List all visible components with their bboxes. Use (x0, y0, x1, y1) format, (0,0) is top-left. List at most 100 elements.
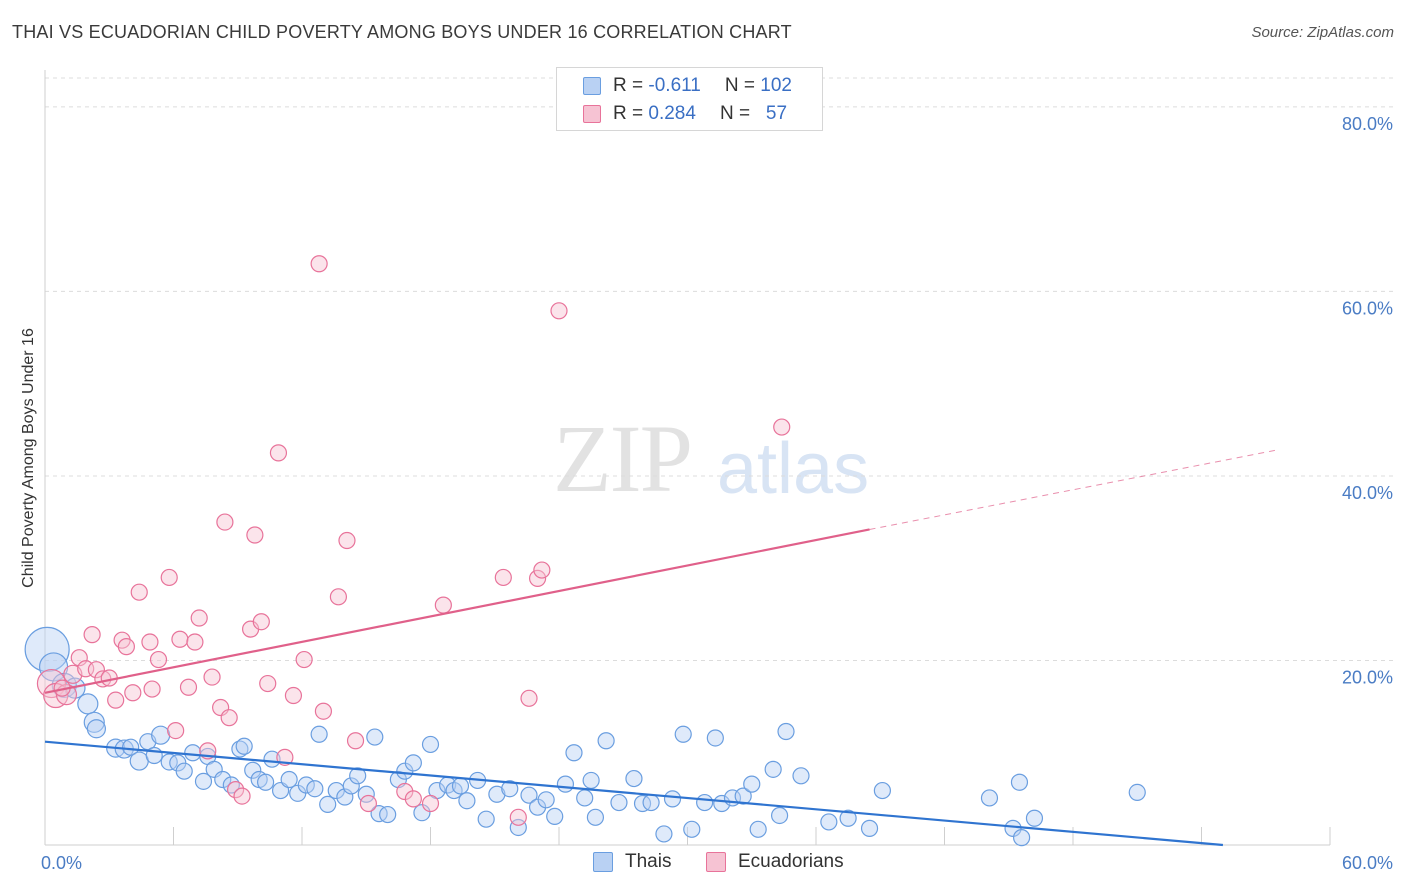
thai-point (1025, 809, 1044, 827)
ecuadorian-point (284, 686, 303, 705)
thai-point (655, 825, 673, 843)
ecuadorian-point (528, 569, 547, 587)
ecuadorian-point (550, 302, 568, 320)
ecuadorian-point (421, 794, 440, 813)
legend-r-value: 0.284 (648, 103, 696, 124)
ecuadorian-point (190, 609, 208, 627)
thai-point (546, 807, 564, 825)
thai-trend-line (44, 740, 1224, 847)
ecuadorian-point (130, 583, 148, 601)
ecuadorian-point (220, 709, 238, 727)
thai-point (122, 738, 140, 756)
source-credit: Source: ZipAtlas.com (1251, 24, 1394, 41)
thai-point (792, 767, 810, 785)
thai-point (565, 744, 583, 762)
thai-point (777, 722, 795, 741)
series-swatch-thais (593, 852, 613, 872)
series-legend-thais[interactable]: Thais (593, 851, 671, 873)
ecuadorian-point (233, 787, 251, 805)
thai-point (24, 626, 70, 673)
thai-point (582, 771, 600, 790)
series-legend-ecuadorians[interactable]: Ecuadorians (706, 851, 844, 873)
legend-row-thais: R = -0.611 N = 102 (557, 72, 792, 100)
ecuadorian-point (141, 633, 159, 651)
ecuadorian-point (167, 721, 185, 740)
thai-point (696, 793, 714, 812)
thai-point (1128, 783, 1146, 802)
legend-swatch-ecuadorians (583, 105, 601, 123)
thai-point (342, 777, 360, 795)
thai-point (713, 794, 731, 813)
thai-point (674, 725, 692, 743)
ecuadorian-point (329, 588, 348, 606)
thai-point (458, 792, 476, 810)
thai-point (980, 789, 999, 807)
thai-point (280, 770, 298, 789)
thai-point (77, 693, 99, 715)
thai-point (151, 725, 171, 745)
y-tick-label: 20.0% (1342, 667, 1393, 687)
thai-point (642, 793, 660, 812)
ecuadorian-point (494, 568, 512, 587)
ecuadorian-point (252, 613, 270, 631)
thai-point (184, 744, 202, 762)
ecuadorian-trend-line (44, 528, 870, 694)
ecuadorian-point (259, 674, 277, 693)
thai-point (683, 820, 701, 838)
thai-point (297, 776, 315, 794)
legend-r-label: R = (613, 75, 644, 96)
correlation-legend: R = -0.611 N = 102 R = 0.284 N = 57 (556, 67, 823, 131)
thai-point (734, 787, 752, 805)
ecuadorian-point (171, 630, 189, 648)
thai-point (83, 711, 105, 733)
thai-point (1012, 829, 1031, 847)
thai-point (421, 735, 440, 754)
thai-point (160, 753, 178, 771)
thai-point (235, 737, 253, 755)
thai-point (214, 770, 232, 789)
ecuadorian-point (359, 794, 377, 813)
series-legend: Thais Ecuadorians (0, 851, 1406, 877)
series-swatch-ecuadorians (706, 852, 726, 872)
ecuadorian-point (179, 678, 198, 696)
x-tick-label-max: 60.0% (1342, 853, 1393, 873)
thai-point (764, 760, 782, 778)
ecuadorian-point (520, 689, 538, 707)
thai-point (451, 777, 470, 795)
thai-point (370, 805, 388, 823)
ecuadorian-point (404, 790, 422, 808)
ecuadorian-point (149, 650, 168, 669)
chart-title: THAI VS ECUADORIAN CHILD POVERTY AMONG B… (12, 22, 792, 42)
legend-n-value: 57 (765, 103, 788, 124)
thai-point (597, 732, 615, 750)
ecuadorian-point (509, 808, 527, 826)
ecuadorian-point (227, 781, 245, 799)
ecuadorian-point (310, 255, 328, 273)
legend-r-label: R = (613, 103, 644, 124)
ecuadorian-point (143, 680, 161, 698)
ecuadorian-point (533, 561, 551, 579)
thai-point (509, 818, 527, 837)
thai-point (625, 769, 643, 788)
y-tick-label: 60.0% (1342, 298, 1393, 318)
thai-point (86, 719, 107, 739)
ecuadorian-point (203, 668, 221, 686)
y-tick-label: 40.0% (1342, 483, 1393, 503)
thai-point (477, 810, 495, 828)
legend-r-value: -0.611 (648, 75, 701, 96)
thai-point (194, 772, 213, 790)
thai-point (749, 820, 767, 838)
thai-point (610, 793, 628, 812)
y-tick-label: 80.0% (1342, 114, 1393, 134)
thai-point (743, 775, 761, 793)
ecuadorian-point (269, 444, 288, 462)
thai-point (663, 790, 682, 808)
thai-point (820, 813, 838, 831)
ecuadorian-point (295, 650, 313, 669)
ecuadorian-point (124, 684, 142, 702)
thai-point (129, 751, 149, 771)
ecuadorian-trend-extension (869, 449, 1277, 530)
legend-n-label: N = (724, 75, 755, 96)
ecuadorian-point (434, 596, 452, 614)
